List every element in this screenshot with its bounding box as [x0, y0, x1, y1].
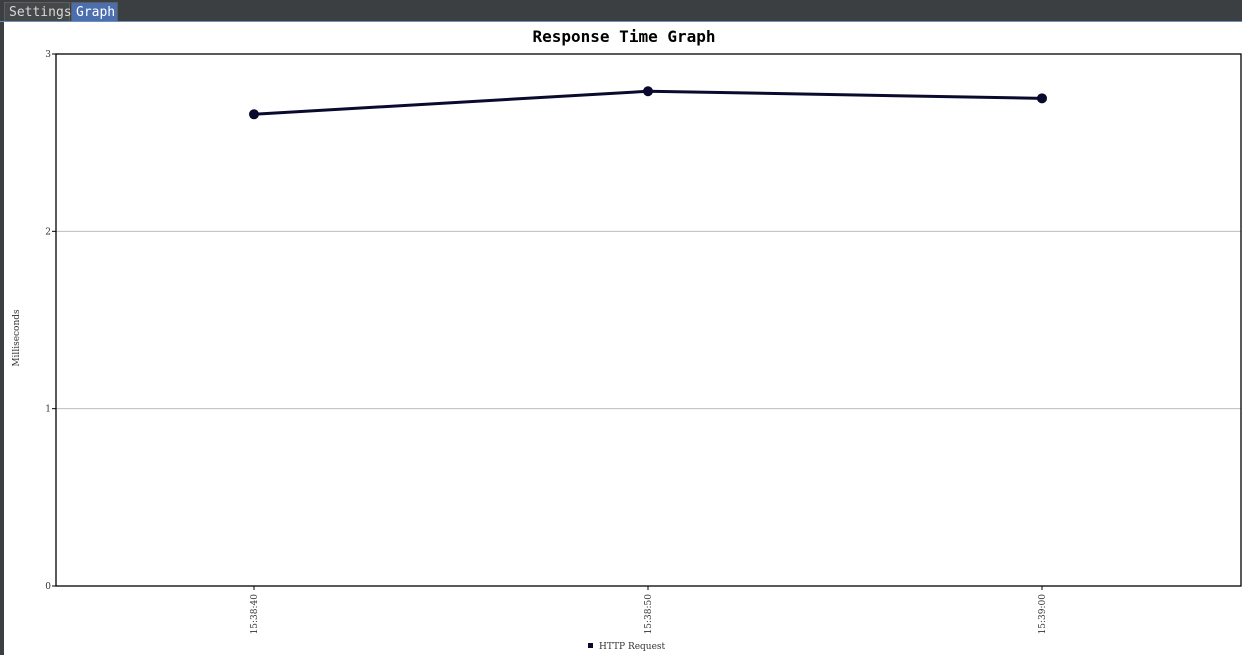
- legend-label: HTTP Request: [599, 642, 666, 652]
- plot-area: [55, 53, 1242, 587]
- data-point: [643, 86, 653, 97]
- legend: HTTP Request: [588, 642, 666, 652]
- x-tick-label: 15:38:50: [644, 594, 654, 635]
- y-tick-label: 2: [45, 227, 51, 237]
- data-point: [1037, 93, 1047, 104]
- response-time-chart: Response Time Graph 0 1 2 3 15:38:40 15:38:5…: [12, 27, 1242, 652]
- tab-graph[interactable]: Graph: [71, 2, 118, 21]
- x-tick-label: 15:39:00: [1038, 594, 1048, 635]
- tab-bar: Settings Graph: [0, 0, 1242, 22]
- y-axis-label: Milliseconds: [12, 309, 22, 367]
- y-tick-label: 0: [45, 582, 51, 592]
- data-point: [249, 109, 259, 120]
- x-tick-label: 15:38:40: [250, 594, 260, 635]
- legend-swatch: [588, 643, 593, 648]
- chart-title: Response Time Graph: [532, 27, 715, 46]
- graph-panel: Response Time Graph 0 1 2 3 15:38:40 15:38:5…: [4, 22, 1242, 655]
- grid-lines: [56, 230, 1241, 410]
- tab-settings[interactable]: Settings: [4, 2, 72, 21]
- y-axis-ticks: 0 1 2 3: [45, 50, 56, 592]
- series-layer: [249, 86, 1047, 120]
- y-tick-label: 3: [45, 50, 51, 60]
- x-axis-ticks: 15:38:40 15:38:50 15:39:00: [250, 586, 1048, 634]
- y-tick-label: 1: [45, 405, 51, 415]
